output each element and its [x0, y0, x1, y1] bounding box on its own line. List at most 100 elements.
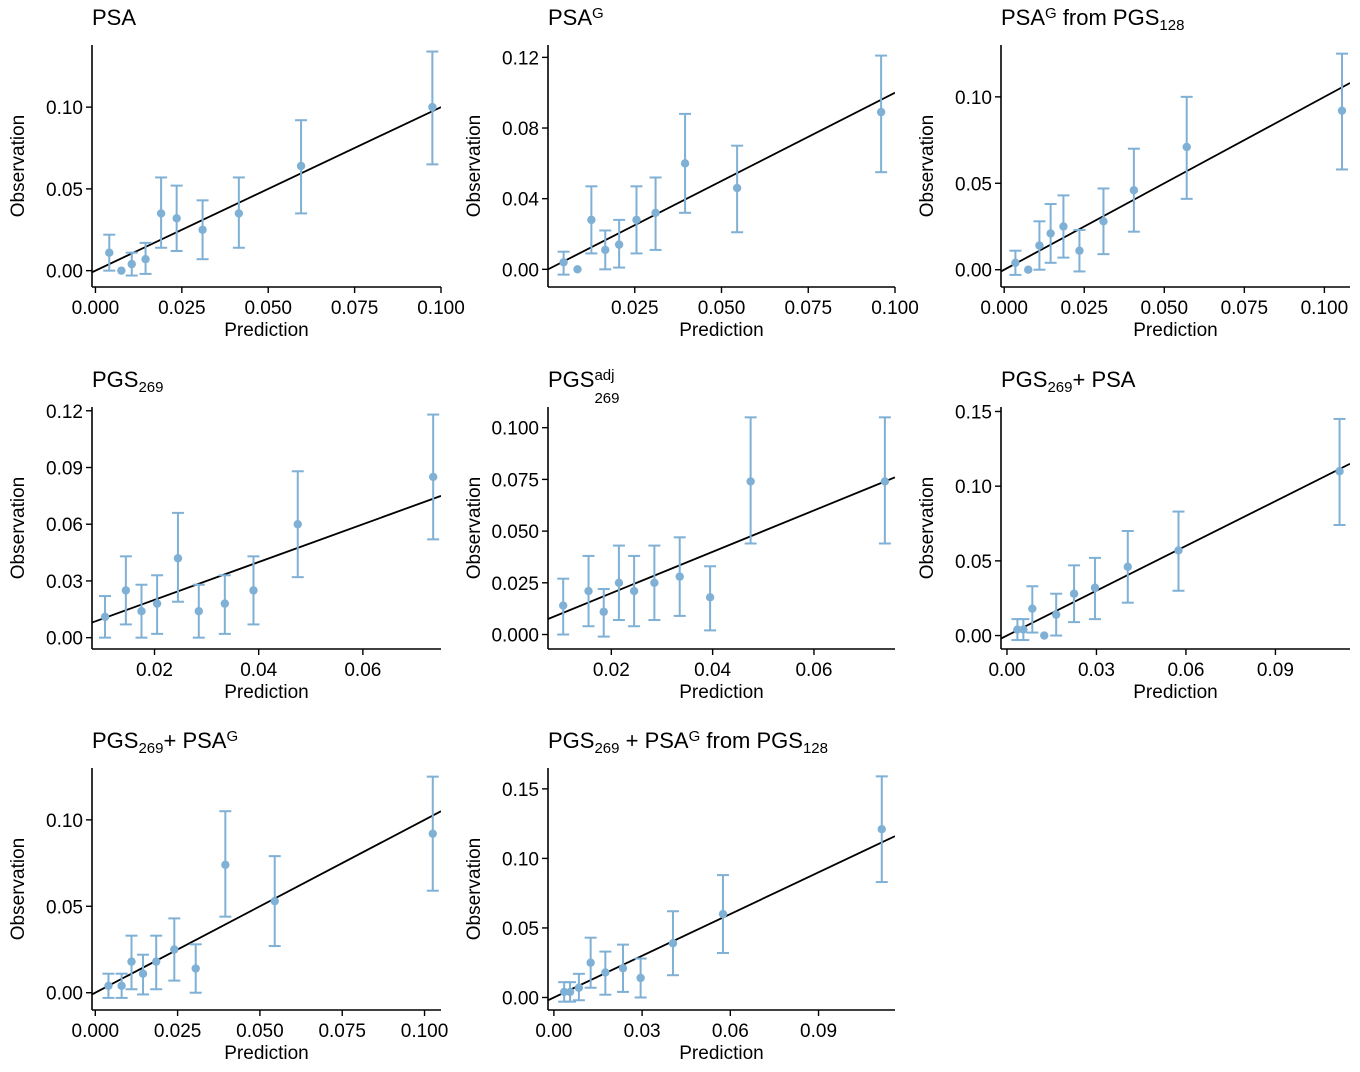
data-point: [220, 599, 230, 608]
data-point: [558, 601, 568, 610]
title-text: PGS: [548, 728, 594, 753]
y-tick-label: 0.00: [955, 261, 992, 282]
x-tick-label: 0.075: [1221, 298, 1269, 319]
plot-area: [92, 413, 441, 639]
data-point: [170, 945, 179, 954]
x-tick-label: 0.000: [980, 298, 1028, 319]
data-point: [1075, 246, 1084, 255]
title-text: PSA: [92, 5, 136, 30]
y-tick-label: 0.05: [46, 897, 83, 918]
calibration-panel: PSAG 0.00 0.04 0.08 0.12 0.025 0.050 0.075 0.100…: [464, 5, 919, 341]
y-axis-label: Observation: [464, 477, 485, 579]
x-tick-label: 0.075: [331, 298, 379, 319]
panel-title: PGS269+ PSA: [1001, 367, 1136, 396]
x-tick-label: 0.050: [236, 1021, 284, 1042]
panel-title: PSAG from PGS128: [1001, 5, 1184, 34]
title-text: PSA: [1001, 5, 1045, 30]
data-point: [105, 248, 114, 257]
data-point: [172, 214, 181, 223]
x-tick-label: 0.09: [1257, 660, 1294, 681]
data-point: [601, 968, 610, 977]
title-text: PGS: [548, 367, 594, 392]
y-axis-label: Observation: [917, 115, 938, 217]
calibration-panel: PGS269 + PSAG from PGS128 0.00 0.05 0.10 0.1…: [464, 728, 895, 1064]
plot-area: [548, 416, 895, 638]
title-text: PGS: [1001, 367, 1047, 392]
panel-title: PSA: [92, 5, 136, 30]
x-axis-label: Prediction: [679, 320, 764, 341]
data-point: [1011, 258, 1020, 267]
data-point: [601, 245, 610, 255]
data-point: [680, 159, 690, 168]
reference-line: [548, 835, 895, 1002]
data-point: [1335, 467, 1344, 476]
data-point: [156, 209, 166, 218]
title-text: from PGS: [700, 728, 803, 753]
title-superscript: G: [592, 5, 604, 22]
data-point: [428, 829, 437, 838]
y-axis-label: Observation: [464, 115, 485, 217]
data-point: [614, 578, 624, 588]
data-point: [632, 215, 641, 225]
data-point: [1019, 625, 1028, 634]
x-tick-label: 0.075: [318, 1021, 366, 1042]
x-tick-label: 0.00: [988, 660, 1025, 681]
data-point: [1013, 625, 1022, 634]
x-tick-label: 0.02: [136, 660, 173, 681]
x-tick-label: 0.050: [698, 298, 746, 319]
data-point: [117, 981, 126, 990]
y-tick-label: 0.04: [502, 190, 539, 211]
data-point: [296, 161, 306, 171]
data-point: [675, 572, 684, 581]
title-subscript: 269: [138, 379, 163, 396]
title-text: PSA: [548, 5, 592, 30]
data-point: [877, 824, 886, 834]
data-point: [1046, 229, 1055, 238]
y-tick-label: 0.12: [502, 48, 539, 69]
x-tick-label: 0.06: [795, 660, 832, 681]
y-tick-label: 0.10: [502, 849, 539, 870]
data-point: [559, 987, 569, 997]
x-tick-label: 0.050: [244, 298, 292, 319]
title-text: PGS: [92, 728, 138, 753]
y-axis-label: Observation: [464, 838, 485, 940]
title-subscript: 128: [803, 740, 828, 757]
title-superscript: G: [1045, 5, 1057, 22]
panel-title: PGS269+ PSAG: [92, 728, 238, 757]
calibration-panel: PGS269+ PSAG 0.00 0.05 0.10 0.000 0.025 0.050 0…: [8, 728, 448, 1064]
data-point: [732, 183, 742, 193]
reference-line: [92, 810, 441, 996]
y-tick-label: 0.00: [955, 627, 992, 648]
y-tick-label: 0.025: [491, 574, 539, 595]
panel-title: PSAG: [548, 5, 604, 30]
data-point: [559, 258, 568, 267]
y-tick-label: 0.06: [46, 515, 83, 536]
y-tick-label: 0.10: [955, 477, 992, 498]
y-tick-label: 0.000: [491, 626, 539, 647]
data-point: [668, 939, 678, 948]
data-point: [100, 612, 110, 622]
x-tick-label: 0.025: [154, 1021, 202, 1042]
x-tick-label: 0.100: [1301, 298, 1349, 319]
data-point: [1182, 142, 1191, 152]
data-point: [428, 472, 438, 482]
data-point: [127, 957, 136, 966]
data-point: [1174, 546, 1183, 555]
y-tick-label: 0.09: [46, 459, 83, 480]
calibration-panel: PGSadj 269 0.000 0.025 0.050 0.075 0.100 0.02 0.…: [464, 367, 895, 703]
x-tick-label: 0.025: [611, 298, 659, 319]
data-point: [614, 240, 624, 249]
y-tick-label: 0.05: [955, 174, 992, 195]
panel-title: PGS269 + PSAG from PGS128: [548, 728, 828, 757]
y-tick-label: 0.100: [491, 419, 539, 440]
data-point: [293, 520, 302, 529]
data-point: [249, 586, 258, 595]
x-axis-label: Prediction: [679, 682, 764, 703]
x-tick-label: 0.100: [401, 1021, 449, 1042]
x-tick-label: 0.02: [593, 660, 630, 681]
x-tick-label: 0.075: [784, 298, 832, 319]
x-tick-label: 0.00: [535, 1021, 572, 1042]
x-axis-label: Prediction: [224, 682, 309, 703]
data-point: [428, 102, 437, 112]
